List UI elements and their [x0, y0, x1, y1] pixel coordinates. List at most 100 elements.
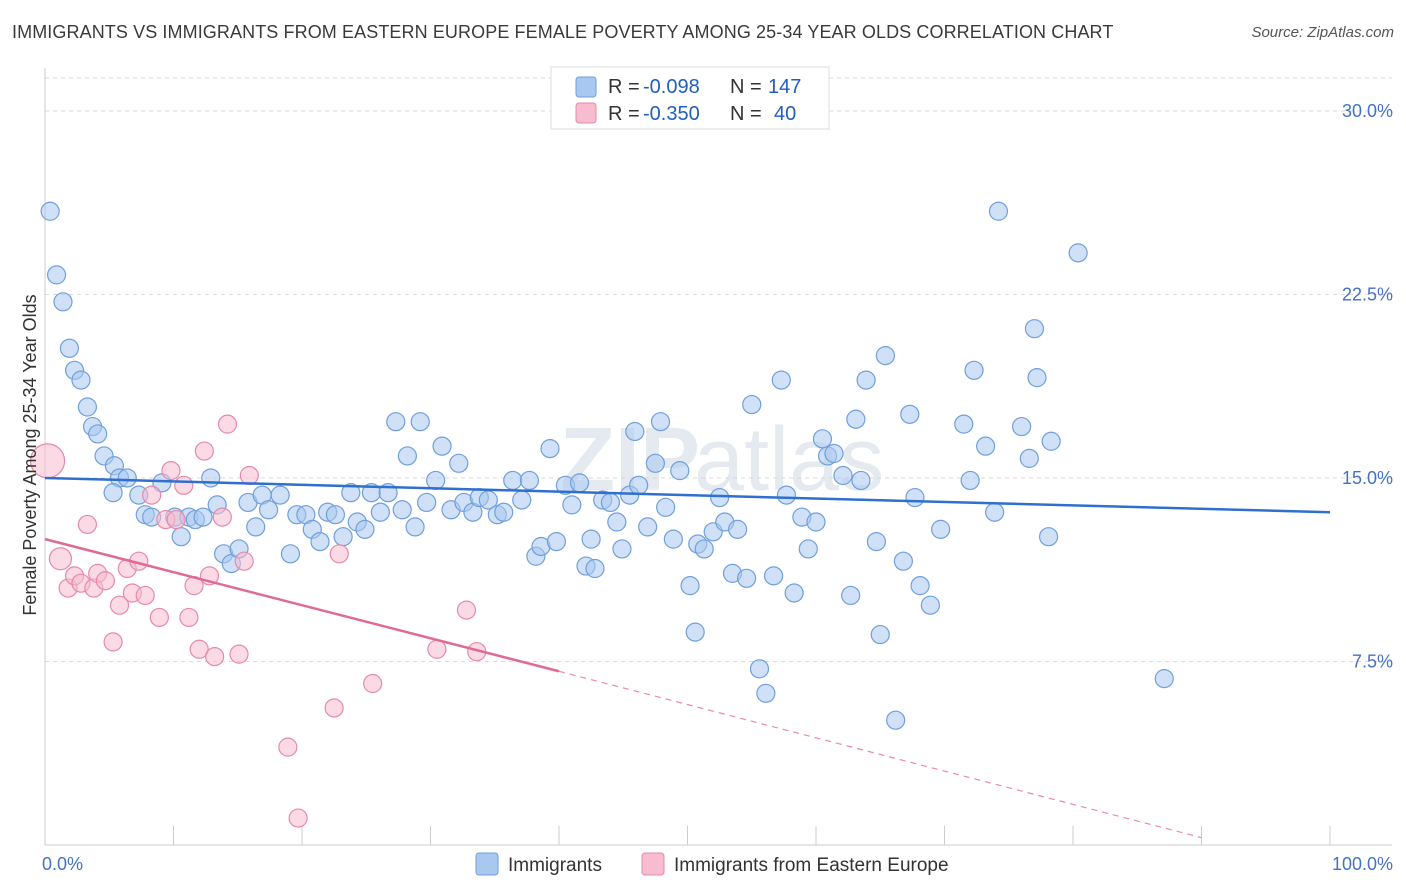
point-eastern-europe-23	[189, 639, 209, 659]
point-immigrants-47	[386, 412, 406, 432]
point-eastern-europe-29	[229, 644, 249, 664]
point-immigrants-136	[1027, 368, 1047, 388]
point-immigrants-97	[728, 519, 748, 539]
point-immigrants-43	[355, 519, 375, 539]
y-tick-label-3: 30.0%	[1342, 101, 1393, 121]
legend-n-value-1: 147	[768, 76, 801, 98]
point-immigrants-49	[397, 446, 417, 466]
point-immigrants-131	[985, 502, 1005, 522]
point-eastern-europe-16	[149, 607, 169, 628]
point-immigrants-39	[325, 505, 346, 525]
point-immigrants-116	[856, 370, 876, 390]
point-immigrants-135	[1024, 319, 1045, 339]
point-immigrants-29	[246, 517, 266, 537]
point-eastern-europe-19	[166, 509, 186, 530]
point-eastern-europe-32	[278, 737, 298, 757]
point-immigrants-90	[685, 622, 705, 642]
point-immigrants-48	[392, 500, 412, 520]
point-immigrants-8	[88, 424, 108, 444]
point-immigrants-119	[875, 346, 895, 366]
point-immigrants-75	[585, 558, 605, 579]
point-immigrants-1	[46, 265, 67, 285]
y-tick-label-1: 15.0%	[1342, 468, 1393, 488]
point-eastern-europe-8	[95, 571, 115, 591]
point-immigrants-130	[976, 436, 996, 456]
y-tick-label-0: 7.5%	[1352, 651, 1393, 671]
point-immigrants-113	[841, 585, 861, 606]
point-immigrants-124	[910, 576, 930, 596]
point-immigrants-103	[771, 370, 791, 390]
point-immigrants-40	[333, 527, 353, 547]
grid-lines	[45, 77, 1392, 662]
point-immigrants-64	[512, 490, 532, 510]
point-immigrants-104	[776, 485, 797, 505]
y-tick-label-2: 22.5%	[1342, 284, 1393, 304]
point-eastern-europe-34	[324, 698, 344, 718]
point-immigrants-140	[1154, 669, 1174, 689]
point-immigrants-68	[540, 439, 560, 459]
point-immigrants-51	[410, 412, 430, 432]
point-eastern-europe-9	[103, 632, 123, 652]
bottom-legend: Immigrants Immigrants from Eastern Europ…	[475, 852, 949, 876]
point-immigrants-63	[503, 470, 523, 491]
point-eastern-europe-24	[194, 441, 214, 461]
point-eastern-europe-28	[217, 414, 238, 434]
point-immigrants-71	[562, 495, 582, 515]
bottom-legend-swatch-immigrants	[475, 852, 499, 876]
point-immigrants-126	[931, 519, 951, 539]
point-immigrants-101	[756, 683, 776, 703]
point-eastern-europe-5	[77, 514, 98, 535]
bottom-legend-swatch-eastern-europe	[641, 852, 665, 876]
point-immigrants-22	[193, 507, 213, 527]
point-immigrants-112	[833, 465, 853, 486]
legend-n-value-2: 40	[774, 103, 796, 125]
point-immigrants-123	[905, 487, 925, 508]
point-eastern-europe-38	[456, 600, 477, 620]
point-immigrants-132	[988, 201, 1009, 221]
point-eastern-europe-18	[161, 461, 181, 481]
point-immigrants-77	[600, 492, 621, 513]
point-immigrants-65	[519, 470, 540, 491]
point-eastern-europe-36	[363, 673, 383, 694]
point-immigrants-37	[310, 531, 330, 552]
point-immigrants-32	[270, 485, 290, 505]
point-eastern-europe-10	[109, 595, 130, 615]
point-eastern-europe-37	[427, 639, 447, 659]
point-immigrants-78	[607, 512, 627, 532]
point-immigrants-5	[71, 370, 91, 390]
point-immigrants-94	[710, 487, 730, 508]
chart-title: IMMIGRANTS VS IMMIGRANTS FROM EASTERN EU…	[12, 22, 1114, 42]
point-immigrants-118	[870, 624, 890, 645]
trend-line-eastern-europe-extrapolated	[558, 670, 1202, 839]
point-immigrants-127	[954, 414, 974, 434]
point-eastern-europe-21	[179, 607, 199, 628]
point-immigrants-128	[960, 470, 980, 491]
point-immigrants-114	[846, 409, 866, 429]
data-points	[29, 201, 1174, 828]
point-immigrants-122	[900, 404, 920, 424]
point-immigrants-117	[866, 531, 886, 552]
point-immigrants-111	[824, 443, 844, 464]
point-immigrants-81	[625, 421, 645, 442]
legend-r-value-1: -0.098	[643, 76, 700, 98]
point-immigrants-89	[680, 576, 700, 596]
point-immigrants-85	[650, 412, 671, 432]
point-immigrants-41	[341, 483, 361, 503]
point-immigrants-82	[629, 475, 649, 495]
point-immigrants-105	[784, 583, 804, 603]
point-immigrants-19	[171, 527, 191, 547]
source-credit: Source: ZipAtlas.com	[1251, 24, 1394, 41]
point-immigrants-138	[1038, 527, 1059, 547]
point-immigrants-33	[280, 544, 301, 564]
point-immigrants-139	[1068, 243, 1088, 263]
legend-swatch-eastern-europe	[575, 102, 597, 124]
point-immigrants-3	[59, 338, 80, 358]
trend-lines	[44, 476, 1331, 839]
x-tick-label-1: 100.0%	[1332, 854, 1393, 874]
point-immigrants-74	[581, 529, 601, 549]
point-immigrants-50	[405, 517, 425, 537]
point-immigrants-0	[40, 201, 60, 221]
point-immigrants-98	[737, 568, 757, 588]
point-immigrants-129	[964, 360, 984, 380]
